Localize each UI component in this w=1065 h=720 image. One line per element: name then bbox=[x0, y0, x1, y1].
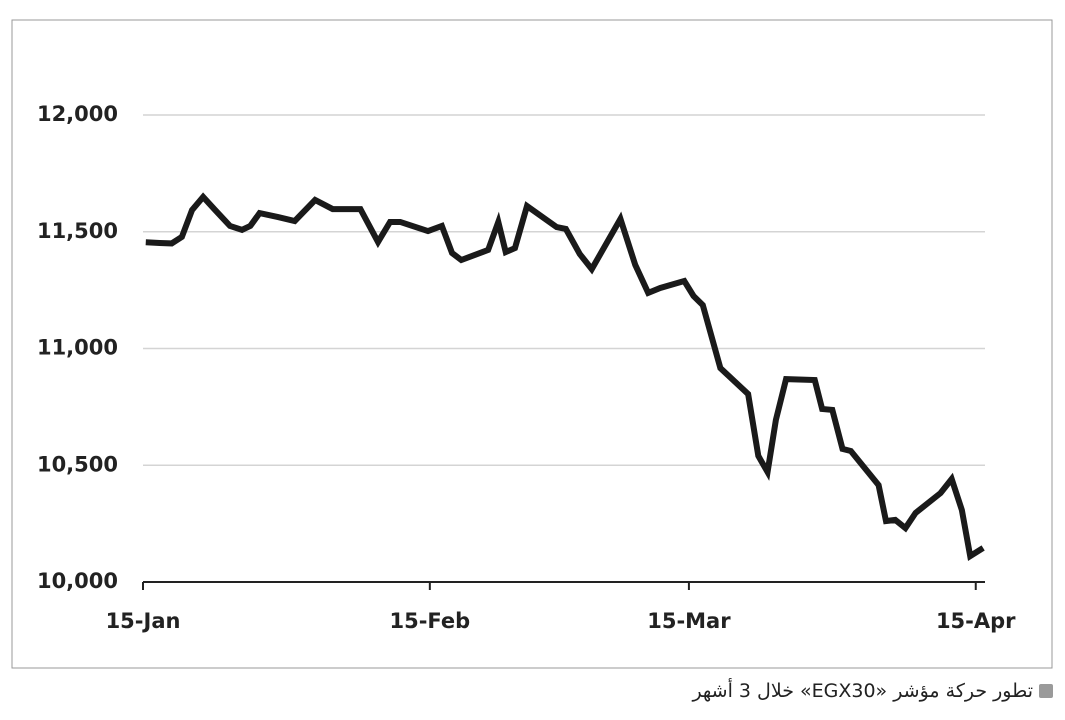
x-tick-label: 15-Mar bbox=[647, 609, 731, 633]
data-line bbox=[145, 192, 985, 561]
x-tick-label: 15-Jan bbox=[106, 609, 181, 633]
caption-row: تطور حركة مؤشر «EGX30» خلال 3 أشهر bbox=[692, 680, 1053, 702]
x-tick-label: 15-Apr bbox=[936, 609, 1016, 633]
y-tick-label: 10,500 bbox=[37, 452, 118, 476]
caption-icon bbox=[1039, 684, 1053, 698]
y-tick-label: 10,000 bbox=[37, 569, 118, 593]
chart-frame bbox=[11, 19, 1053, 669]
x-tick-label: 15-Feb bbox=[389, 609, 470, 633]
caption: تطور حركة مؤشر «EGX30» خلال 3 أشهر bbox=[692, 680, 1033, 702]
y-tick-label: 11,500 bbox=[37, 219, 118, 243]
y-tick-label: 12,000 bbox=[37, 102, 118, 126]
y-tick-label: 11,000 bbox=[37, 336, 118, 360]
